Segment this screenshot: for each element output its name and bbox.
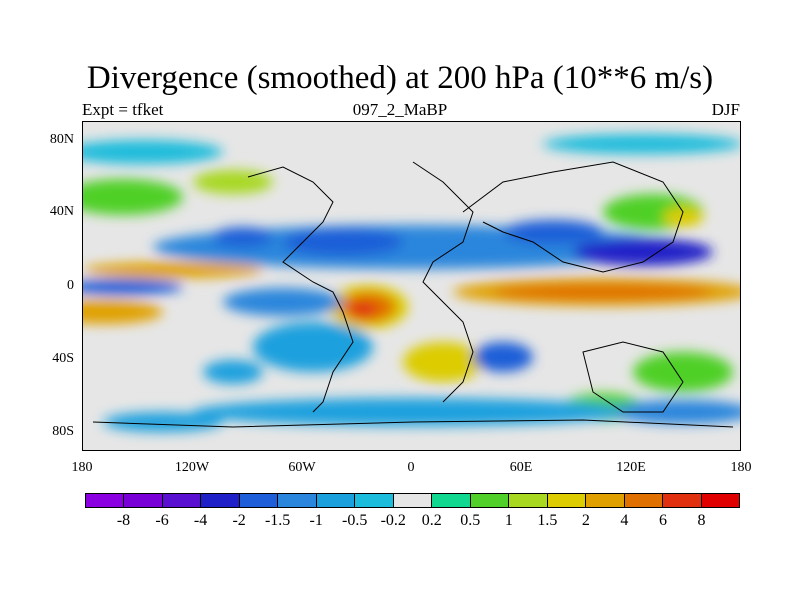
colorbar-label: 6 [658, 512, 667, 529]
colorbar-swatch [201, 494, 240, 507]
colorbar-label: 0.2 [421, 512, 442, 529]
season-label: DJF [711, 100, 740, 119]
colorbar-swatch [701, 494, 739, 507]
lon-tick-120e: 120E [616, 460, 646, 475]
lat-tick-40n: 40N [49, 204, 74, 219]
divergence-field [83, 134, 740, 432]
lat-tick-80n: 80N [49, 132, 74, 147]
colorbar-label: -1.5 [264, 512, 291, 529]
plot-title: Divergence (smoothed) at 200 hPa (10**6 … [86, 60, 714, 96]
colorbar-swatch [432, 494, 471, 507]
coastlines [92, 161, 734, 428]
colorbar-label: -0.2 [380, 512, 406, 529]
lon-tick-60e: 60E [509, 460, 533, 475]
colorbar-label: 1 [504, 512, 513, 529]
colorbar-swatch [162, 494, 202, 507]
lon-tick-180e: 180 [730, 460, 752, 475]
colorbar-swatch [86, 494, 125, 507]
lat-tick-80s: 80S [52, 424, 74, 439]
colorbar-swatch [316, 494, 356, 507]
colorbar-swatch [355, 494, 394, 507]
colorbar-label: -4 [193, 512, 208, 529]
lon-tick-180w: 180 [71, 460, 93, 475]
colorbar-swatch [586, 494, 625, 507]
lon-tick-60w: 60W [288, 460, 316, 475]
colorbar-label: 4 [620, 512, 629, 529]
experiment-label: Expt = tfket [82, 100, 164, 119]
colorbar-label: 1.5 [537, 512, 558, 529]
colorbar-label: -2 [232, 512, 246, 529]
colorbar-label: -1 [309, 512, 323, 529]
colorbar-swatch [509, 494, 548, 507]
colorbar-swatch [393, 494, 433, 507]
colorbar-swatch [624, 494, 664, 507]
divergence-field-map [83, 134, 740, 432]
colorbar-swatch [239, 494, 279, 507]
colorbar [85, 493, 740, 508]
colorbar-swatch [663, 494, 702, 507]
colorbar-swatch [470, 494, 510, 507]
colorbar-label: -0.5 [342, 512, 368, 529]
colorbar-label: -8 [116, 512, 131, 529]
colorbar-label: 8 [697, 512, 706, 529]
map-panel [82, 121, 741, 451]
run-id-label: 097_2_MaBP [352, 100, 448, 119]
lon-tick-0: 0 [407, 460, 415, 475]
lat-tick-40s: 40S [52, 351, 74, 366]
colorbar-label: 0.5 [460, 512, 481, 529]
colorbar-swatch [278, 494, 317, 507]
lat-tick-0: 0 [67, 278, 74, 293]
colorbar-label: 2 [581, 512, 590, 529]
colorbar-label: -6 [155, 512, 169, 529]
colorbar-swatch [124, 494, 163, 507]
lon-tick-120w: 120W [174, 460, 210, 475]
colorbar-swatch [547, 494, 587, 507]
